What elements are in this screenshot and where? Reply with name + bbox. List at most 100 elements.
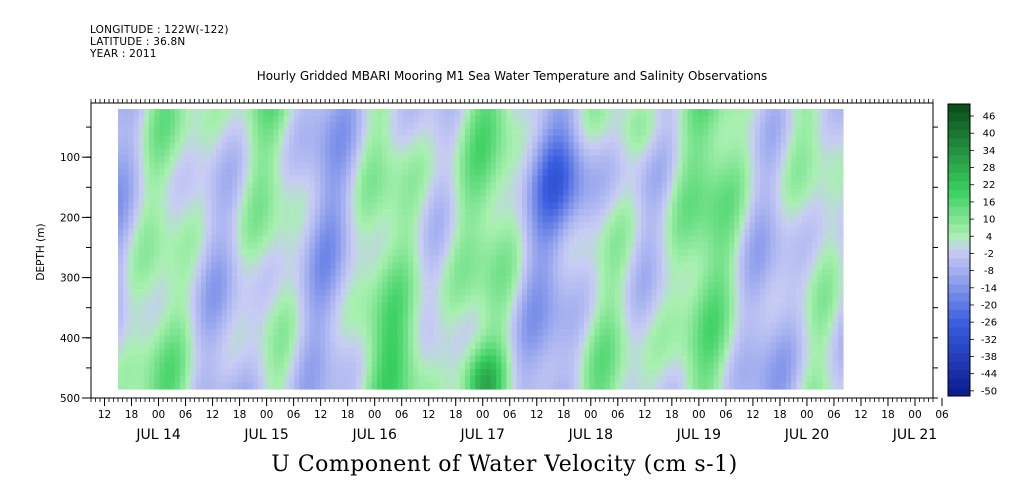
heatmap-cell <box>672 335 678 343</box>
heatmap-cell <box>490 282 497 290</box>
heatmap-cell <box>174 282 181 290</box>
heatmap-cell <box>470 282 476 290</box>
heatmap-cell <box>392 169 399 177</box>
heatmap-cell <box>288 175 295 183</box>
heatmap-cell <box>382 115 388 123</box>
heatmap-cell <box>154 115 161 123</box>
heatmap-cell <box>578 142 585 150</box>
heatmap-cell <box>128 222 135 230</box>
heatmap-cell <box>464 115 471 123</box>
heatmap-cell <box>697 302 704 310</box>
heatmap-cell <box>361 275 368 283</box>
heatmap-cell <box>335 262 342 270</box>
heatmap-cell <box>692 255 699 263</box>
heatmap-cell <box>138 248 145 257</box>
heatmap-cell <box>257 115 264 123</box>
heatmap-cell <box>703 375 709 383</box>
heatmap-cell <box>703 215 709 223</box>
heatmap-cell <box>729 355 735 363</box>
heatmap-cell <box>247 142 254 150</box>
heatmap-cell <box>672 315 678 323</box>
heatmap-cell <box>511 275 518 283</box>
heatmap-cell <box>464 382 471 390</box>
heatmap-cell <box>283 222 290 230</box>
heatmap-cell <box>252 209 259 217</box>
heatmap-cell <box>692 209 699 217</box>
heatmap-cell <box>542 215 549 223</box>
heatmap-cell <box>382 209 388 217</box>
heatmap-cell <box>402 155 409 163</box>
heatmap-cell <box>345 235 352 243</box>
heatmap-cell <box>299 368 306 377</box>
heatmap-cell <box>278 202 285 210</box>
heatmap-cell <box>521 362 528 370</box>
heatmap-cell <box>133 235 140 243</box>
heatmap-cell <box>558 155 564 163</box>
heatmap-cell <box>299 115 306 123</box>
heatmap-cell <box>594 155 601 163</box>
heatmap-cell <box>635 115 642 123</box>
heatmap-cell <box>185 348 192 357</box>
heatmap-cell <box>169 262 176 270</box>
heatmap-cell <box>371 209 378 217</box>
heatmap-cell <box>252 189 259 197</box>
heatmap-cell <box>506 368 513 377</box>
heatmap-cell <box>516 248 523 257</box>
heatmap-cell <box>661 288 668 297</box>
heatmap-cell <box>547 328 554 337</box>
heatmap-cell <box>330 169 337 177</box>
heatmap-cell <box>594 109 601 117</box>
heatmap-cell <box>723 268 730 277</box>
heatmap-cell <box>552 262 559 270</box>
heatmap-cell <box>407 215 414 223</box>
heatmap-cell <box>594 362 601 370</box>
heatmap-cell <box>723 182 730 190</box>
heatmap-cell <box>143 202 150 210</box>
heatmap-cell <box>687 195 694 203</box>
heatmap-cell <box>190 242 197 250</box>
heatmap-cell <box>371 382 378 390</box>
heatmap-cell <box>537 355 544 363</box>
heatmap-cell <box>237 368 243 377</box>
heatmap-cell <box>237 302 243 310</box>
heatmap-cell <box>247 295 254 303</box>
heatmap-cell <box>226 235 233 243</box>
heatmap-cell <box>366 209 373 217</box>
heatmap-cell <box>454 195 461 203</box>
heatmap-cell <box>325 195 331 203</box>
heatmap-cell <box>703 135 709 143</box>
heatmap-cell <box>444 262 451 270</box>
heatmap-cell <box>594 328 601 337</box>
heatmap-cell <box>180 215 186 223</box>
heatmap-cell <box>330 375 337 383</box>
heatmap-cell <box>625 308 632 317</box>
heatmap-cell <box>278 275 285 283</box>
heatmap-cell <box>133 248 140 257</box>
heatmap-cell <box>454 248 461 257</box>
heatmap-cell <box>149 375 155 383</box>
heatmap-cell <box>641 215 647 223</box>
heatmap-cell <box>325 149 331 157</box>
heatmap-cell <box>242 202 249 210</box>
heatmap-cell <box>687 169 694 177</box>
heatmap-cell <box>387 248 394 257</box>
heatmap-cell <box>330 142 337 150</box>
heatmap-cell <box>703 268 709 277</box>
heatmap-cell <box>304 355 311 363</box>
heatmap-cell <box>211 348 217 357</box>
heatmap-cell <box>708 129 715 137</box>
heatmap-cell <box>641 275 647 283</box>
heatmap-cell <box>123 288 129 297</box>
heatmap-cell <box>542 322 549 330</box>
heatmap-cell <box>309 308 316 317</box>
heatmap-cell <box>361 348 368 357</box>
heatmap-cell <box>418 248 425 257</box>
heatmap-cell <box>345 149 352 157</box>
heatmap-cell <box>335 135 342 143</box>
heatmap-cell <box>677 242 684 250</box>
heatmap-cell <box>464 335 471 343</box>
heatmap-cell <box>263 169 269 177</box>
heatmap-cell <box>578 195 585 203</box>
heatmap-cell <box>340 155 347 163</box>
heatmap-cell <box>392 255 399 263</box>
